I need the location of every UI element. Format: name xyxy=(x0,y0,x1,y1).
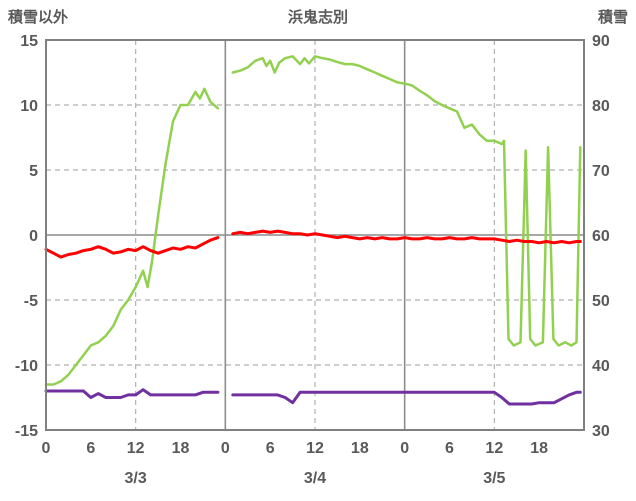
svg-text:0: 0 xyxy=(29,228,38,245)
svg-text:0: 0 xyxy=(400,440,409,457)
series-red-line xyxy=(44,236,220,259)
svg-text:3/5: 3/5 xyxy=(483,470,505,487)
x-axis-hour-labels: 0 6 12 18 0 6 12 18 0 6 12 18 xyxy=(42,440,549,457)
svg-text:12: 12 xyxy=(306,440,324,457)
left-axis-title: 積雪以外 xyxy=(8,9,69,26)
svg-text:-15: -15 xyxy=(15,423,38,440)
svg-text:6: 6 xyxy=(266,440,275,457)
svg-text:-5: -5 xyxy=(24,293,38,310)
left-axis-tick-labels: -15 -10 -5 0 5 10 15 xyxy=(15,33,38,440)
svg-text:15: 15 xyxy=(20,33,38,50)
series-green-snow-depth xyxy=(44,87,220,386)
svg-text:3/4: 3/4 xyxy=(304,470,326,487)
svg-text:60: 60 xyxy=(592,228,610,245)
svg-text:12: 12 xyxy=(485,440,503,457)
svg-text:18: 18 xyxy=(530,440,548,457)
svg-text:40: 40 xyxy=(592,358,610,375)
series-red-line xyxy=(231,229,582,245)
right-axis-tick-labels: 30 40 50 60 70 80 90 xyxy=(592,33,610,440)
svg-text:0: 0 xyxy=(42,440,51,457)
series-green-snow-depth xyxy=(231,55,582,347)
plot-border xyxy=(45,39,585,431)
svg-text:30: 30 xyxy=(592,423,610,440)
svg-text:6: 6 xyxy=(445,440,454,457)
x-axis-date-labels: 3/3 3/4 3/5 xyxy=(125,470,506,487)
svg-text:-10: -10 xyxy=(15,358,38,375)
svg-text:80: 80 xyxy=(592,98,610,115)
chart-title: 浜鬼志別 xyxy=(287,9,349,26)
svg-text:90: 90 xyxy=(592,33,610,50)
svg-text:6: 6 xyxy=(86,440,95,457)
right-axis-title: 積雪 xyxy=(597,9,628,26)
svg-text:0: 0 xyxy=(221,440,230,457)
svg-text:5: 5 xyxy=(29,163,38,180)
series-lines xyxy=(44,55,582,406)
series-purple-line xyxy=(44,388,220,399)
svg-text:70: 70 xyxy=(592,163,610,180)
svg-text:10: 10 xyxy=(20,98,38,115)
series-purple-line xyxy=(231,390,582,406)
svg-text:12: 12 xyxy=(127,440,145,457)
svg-text:18: 18 xyxy=(172,440,190,457)
svg-text:3/3: 3/3 xyxy=(125,470,147,487)
svg-text:50: 50 xyxy=(592,293,610,310)
svg-text:18: 18 xyxy=(351,440,369,457)
